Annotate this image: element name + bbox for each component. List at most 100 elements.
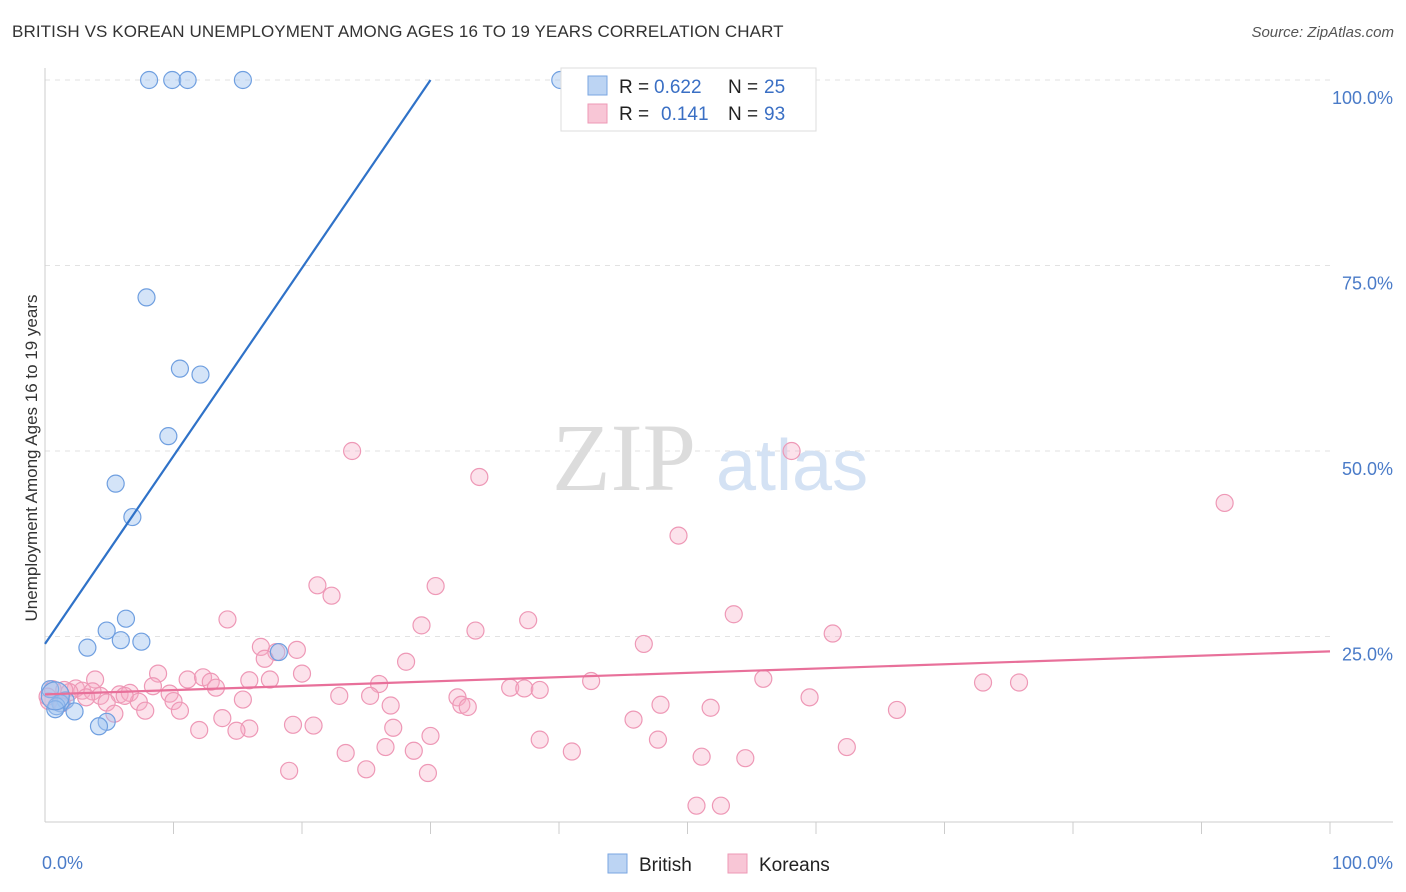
korean-point [530, 730, 549, 749]
korean-point [396, 652, 416, 671]
korean-point [823, 624, 842, 643]
korean-point [421, 726, 440, 746]
korean-point [213, 709, 232, 728]
korean-point [515, 679, 534, 698]
korean-point [530, 680, 549, 700]
bottom-legend-british: British [639, 855, 692, 876]
korean-point [687, 796, 706, 815]
legend-swatch-british [587, 75, 608, 96]
source-label: Source: ZipAtlas.com [1251, 24, 1394, 41]
gridlines [45, 79, 1330, 637]
legend-r-label-koreans: R = [619, 104, 649, 125]
trend-lines [44, 79, 1331, 696]
british-point [97, 621, 116, 640]
bottom-legend-koreans: Koreans [759, 855, 830, 876]
korean-point [973, 673, 993, 692]
british-points [40, 70, 570, 736]
british-point [178, 70, 197, 90]
koreans-points [38, 441, 1234, 815]
korean-point [77, 688, 96, 707]
korean-point [164, 691, 183, 711]
korean-point [233, 690, 252, 709]
korean-point [322, 586, 341, 605]
korean-point [361, 686, 380, 705]
korean-point [287, 640, 306, 659]
british-trend-line [44, 79, 432, 645]
legend-n-label-koreans: N = [728, 104, 758, 125]
korean-point [711, 796, 731, 815]
korean-point [376, 737, 395, 757]
korean-point [292, 664, 312, 683]
korean-point [240, 671, 259, 690]
korean-point [701, 698, 720, 717]
korean-point [201, 672, 220, 691]
british-point [269, 642, 288, 662]
korean-point [651, 695, 670, 714]
legend-r-label-british: R = [619, 77, 649, 98]
korean-point [143, 677, 163, 696]
watermark: ZIP atlas [552, 404, 868, 511]
bottom-legend: British Koreans [607, 853, 830, 876]
british-point [137, 288, 156, 307]
korean-point [470, 467, 489, 487]
british-point [163, 70, 182, 90]
korean-point [136, 701, 155, 720]
korean-point [330, 686, 349, 705]
korean-point [1009, 673, 1029, 692]
legend-n-value-british: 25 [764, 77, 785, 98]
watermark-atlas: atlas [716, 426, 868, 506]
chart-title: BRITISH VS KOREAN UNEMPLOYMENT AMONG AGE… [12, 22, 784, 41]
y-tick-label: 25.0% [1342, 645, 1393, 665]
korean-point [624, 710, 643, 729]
korean-point [260, 670, 279, 689]
korean-point [1215, 493, 1234, 513]
korean-point [634, 634, 653, 654]
korean-point [304, 716, 323, 735]
korean-point [404, 741, 423, 760]
korean-point [418, 763, 438, 783]
korean-point [115, 686, 134, 705]
tick-labels: 25.0% 50.0% 75.0% 100.0% 0.0% 100.0% [42, 88, 1393, 873]
y-tick-label: 100.0% [1332, 88, 1393, 108]
british-point [65, 702, 84, 721]
x-tick-label: 100.0% [1332, 853, 1393, 873]
british-point [40, 681, 70, 711]
korean-point [837, 737, 856, 757]
legend-r-value-koreans: 0.141 [661, 104, 709, 125]
korean-point [669, 526, 688, 545]
x-tick-label: 0.0% [42, 853, 83, 873]
british-point [111, 631, 130, 650]
korean-point [381, 696, 400, 715]
legend-swatch-koreans [587, 103, 608, 124]
bottom-legend-swatch-koreans [727, 853, 748, 874]
korean-point [218, 610, 237, 629]
korean-point [336, 743, 355, 763]
korean-point [170, 701, 190, 720]
legend: R = 0.622 N = 25 R = 0.141 N = 93 [560, 67, 817, 132]
legend-n-value-koreans: 93 [764, 104, 785, 125]
y-tick-label: 75.0% [1342, 274, 1393, 294]
korean-point [412, 616, 431, 635]
legend-n-label-british: N = [728, 77, 758, 98]
korean-point [426, 576, 445, 596]
korean-point [887, 700, 907, 720]
korean-point [692, 747, 711, 766]
korean-point [800, 688, 819, 707]
korean-point [357, 760, 376, 779]
british-point [78, 638, 97, 657]
korean-point [648, 730, 668, 749]
british-point [139, 70, 159, 90]
korean-point [178, 670, 197, 689]
korean-point [782, 441, 801, 461]
british-point [89, 717, 109, 736]
bottom-legend-swatch-british [607, 853, 628, 874]
korean-point [283, 715, 303, 734]
korean-point [280, 761, 299, 780]
korean-point [724, 605, 743, 624]
korean-point [562, 742, 581, 761]
british-point [106, 474, 125, 493]
british-point [116, 609, 136, 628]
british-point [233, 70, 252, 90]
korean-point [227, 721, 246, 740]
